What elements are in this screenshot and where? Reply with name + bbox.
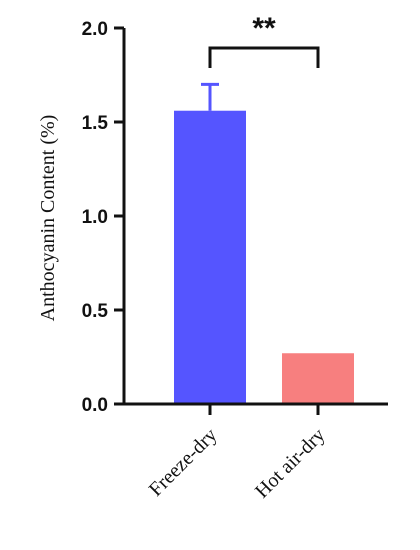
bar-freeze-dry <box>174 110 246 403</box>
significance-label: ** <box>252 12 276 45</box>
y-tick-label: 1.5 <box>82 113 109 134</box>
bar-hot-air-dry <box>282 353 354 403</box>
y-tick-label: 0.5 <box>82 301 109 322</box>
y-tick-label: 0.0 <box>82 395 108 416</box>
x-tick-label: Hot air-dry <box>251 424 329 502</box>
x-tick-label: Freeze-dry <box>145 424 222 501</box>
y-axis-title: Anthocyanin Content (%) <box>37 115 59 322</box>
y-tick-label: 1.0 <box>82 207 108 228</box>
y-tick-label: 2.0 <box>82 19 108 40</box>
significance-bracket <box>208 46 320 68</box>
